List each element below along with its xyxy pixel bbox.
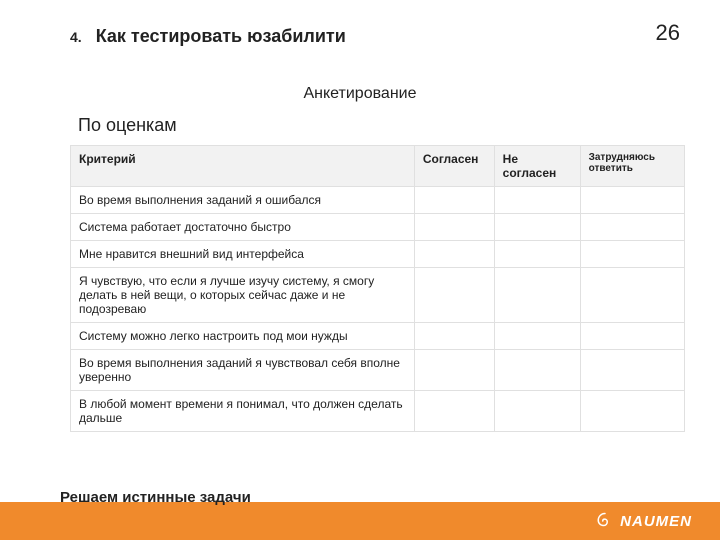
criterion-cell: Мне нравится внешний вид интерфейса [71, 241, 415, 268]
survey-table-wrap: Критерий Согласен Не согласен Затрудняюс… [70, 145, 685, 432]
answer-cell [494, 241, 580, 268]
criterion-cell: Во время выполнения заданий я чувствовал… [71, 350, 415, 391]
answer-cell [494, 391, 580, 432]
col-header-unsure: Затрудняюсь ответить [580, 146, 684, 187]
section-title: Как тестировать юзабилити [96, 26, 346, 47]
criterion-cell: Во время выполнения заданий я ошибался [71, 187, 415, 214]
answer-cell [494, 214, 580, 241]
answer-cell [580, 241, 684, 268]
col-header-agree: Согласен [414, 146, 494, 187]
answer-cell [414, 214, 494, 241]
answer-cell [414, 323, 494, 350]
answer-cell [494, 187, 580, 214]
answer-cell [580, 391, 684, 432]
answer-cell [414, 268, 494, 323]
table-row: Мне нравится внешний вид интерфейса [71, 241, 685, 268]
criterion-cell: Система работает достаточно быстро [71, 214, 415, 241]
section-number: 4. [70, 29, 82, 45]
answer-cell [580, 323, 684, 350]
criterion-cell: Я чувствую, что если я лучше изучу систе… [71, 268, 415, 323]
answer-cell [580, 268, 684, 323]
table-header-row: Критерий Согласен Не согласен Затрудняюс… [71, 146, 685, 187]
brand-logo: NAUMEN [596, 510, 692, 532]
col-header-disagree: Не согласен [494, 146, 580, 187]
table-row: Я чувствую, что если я лучше изучу систе… [71, 268, 685, 323]
col-header-criterion: Критерий [71, 146, 415, 187]
footer-tagline: Решаем истинные задачи [60, 489, 251, 506]
answer-cell [414, 350, 494, 391]
answer-cell [414, 241, 494, 268]
table-row: В любой момент времени я понимал, что до… [71, 391, 685, 432]
table-row: Система работает достаточно быстро [71, 214, 685, 241]
answer-cell [414, 187, 494, 214]
answer-cell [494, 350, 580, 391]
answer-cell [414, 391, 494, 432]
table-body: Во время выполнения заданий я ошибалсяСи… [71, 187, 685, 432]
answer-cell [580, 187, 684, 214]
swirl-icon [596, 512, 614, 530]
table-row: Систему можно легко настроить под мои ну… [71, 323, 685, 350]
answer-cell [580, 350, 684, 391]
answer-cell [494, 323, 580, 350]
table-row: Во время выполнения заданий я ошибался [71, 187, 685, 214]
answer-cell [494, 268, 580, 323]
page-number: 26 [656, 20, 680, 46]
header: 4. Как тестировать юзабилити [0, 26, 720, 47]
criterion-cell: В любой момент времени я понимал, что до… [71, 391, 415, 432]
table-row: Во время выполнения заданий я чувствовал… [71, 350, 685, 391]
subheading: По оценкам [78, 115, 177, 136]
criterion-cell: Систему можно легко настроить под мои ну… [71, 323, 415, 350]
answer-cell [580, 214, 684, 241]
subtitle: Анкетирование [0, 85, 720, 103]
brand-name: NAUMEN [620, 513, 692, 530]
survey-table: Критерий Согласен Не согласен Затрудняюс… [70, 145, 685, 432]
slide: 4. Как тестировать юзабилити 26 Анкетиро… [0, 0, 720, 540]
